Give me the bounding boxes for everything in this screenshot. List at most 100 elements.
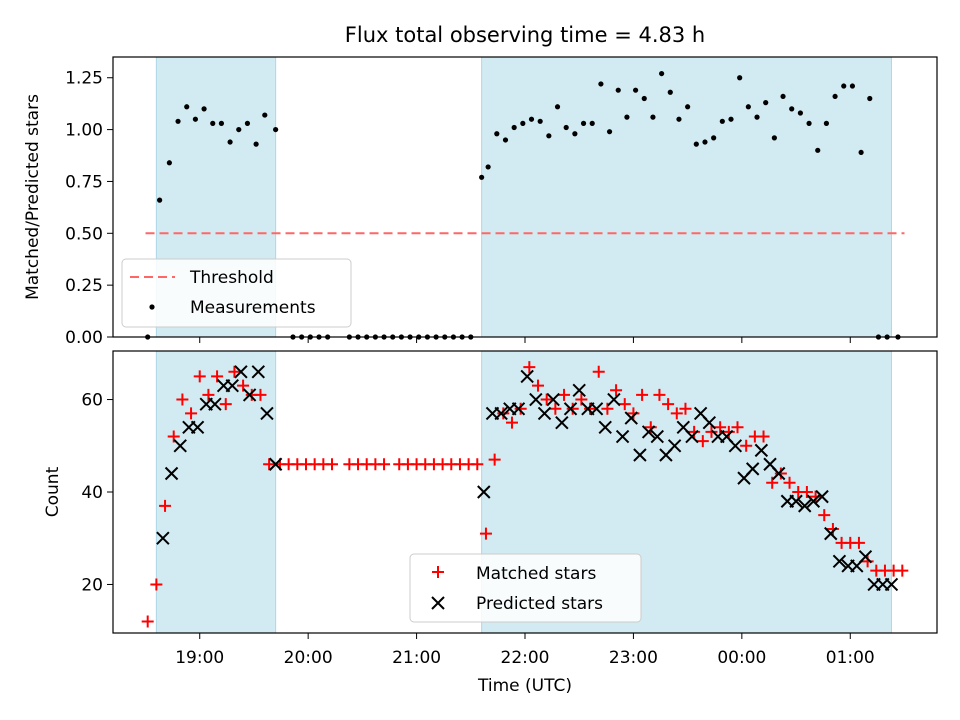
matched-star-point: [185, 407, 198, 420]
predicted-star-point: [572, 383, 586, 398]
bottom-shaded-interval: [155, 350, 277, 634]
top-y-ticks: 0.00 0.25 0.50 0.75 1.00 1.25: [65, 69, 113, 348]
measurement-point: [502, 137, 509, 143]
measurement-point: [728, 116, 734, 122]
predicted-stars-points: [156, 365, 899, 592]
predicted-star-point: [884, 577, 899, 592]
measurement-point: [520, 120, 526, 126]
predicted-star-point: [190, 420, 205, 434]
matched-star-point: [150, 578, 163, 591]
top-y-tick-label: 0.00: [65, 328, 103, 348]
predicted-star-point: [815, 489, 829, 504]
predicted-star-point: [589, 402, 604, 416]
measurement-point: [236, 126, 242, 133]
predicted-star-point: [633, 448, 647, 462]
legend-predicted-swatch: [431, 596, 445, 610]
matched-star-point: [505, 416, 518, 429]
matched-stars-points: [141, 361, 909, 628]
predicted-star-point: [745, 462, 760, 476]
matched-star-point: [263, 458, 276, 471]
matched-star-point: [193, 370, 206, 383]
predicted-star-point: [268, 457, 283, 471]
matched-star-point: [688, 425, 701, 438]
matched-star-point: [488, 453, 501, 466]
predicted-star-point: [624, 411, 638, 425]
measurement-point: [650, 114, 656, 120]
matched-star-point: [653, 388, 666, 401]
predicted-star-point: [164, 466, 179, 481]
matched-star-point: [896, 564, 909, 577]
matched-star-point: [852, 536, 865, 549]
measurement-point: [693, 141, 699, 147]
measurement-point: [780, 93, 786, 100]
predicted-star-point: [607, 392, 621, 407]
top-y-tick-label: 0.75: [65, 172, 103, 192]
predicted-star-point: [798, 499, 812, 513]
measurement-point: [511, 124, 517, 131]
measurement-point: [598, 81, 604, 87]
matched-star-point: [540, 393, 553, 406]
matched-star-point: [627, 407, 640, 420]
measurement-point: [606, 129, 613, 135]
measurement-point: [494, 131, 500, 137]
measurement-point: [849, 83, 856, 89]
measurement-point: [227, 139, 233, 145]
measurement-point: [479, 174, 485, 180]
count-panel: 20 40 60 19:00 20:00 21:00 22:00 23:00 00:00 01:…: [43, 350, 938, 696]
predicted-star-point: [555, 415, 569, 430]
chart-title: Flux total observing time = 4.83 h: [345, 23, 705, 47]
top-y-tick-label: 1.00: [65, 121, 103, 141]
predicted-star-point: [771, 466, 786, 481]
predicted-star-point: [754, 443, 769, 458]
bottom-y-axis-label: Count: [43, 466, 63, 517]
predicted-star-point: [824, 526, 838, 541]
measurement-point: [737, 75, 743, 81]
matched-star-point: [549, 402, 562, 415]
measurement-point: [867, 95, 873, 102]
predicted-star-point: [260, 406, 274, 421]
predicted-star-point: [173, 439, 187, 453]
measurement-point: [632, 87, 639, 93]
measurement-point: [719, 118, 725, 124]
matched-star-point: [219, 398, 232, 411]
measurement-point: [528, 116, 535, 122]
predicted-star-point: [208, 397, 222, 411]
bottom-x-tick-label: 22:00: [501, 648, 550, 668]
measurement-point: [210, 120, 216, 126]
measurement-point: [184, 104, 190, 110]
matched-star-point: [740, 439, 753, 452]
predicted-star-point: [242, 388, 257, 402]
measurement-point: [641, 95, 647, 102]
predicted-star-point: [789, 494, 803, 508]
measurement-point: [702, 139, 708, 145]
bottom-x-tick-label: 21:00: [392, 648, 441, 668]
matched-star-point: [514, 402, 527, 415]
top-shaded-interval: [481, 56, 892, 338]
top-y-tick-label: 1.25: [65, 69, 103, 89]
measurement-point: [589, 120, 595, 126]
measurement-point: [676, 116, 682, 122]
measurement-point: [580, 120, 587, 126]
measurement-point: [201, 106, 207, 112]
measurement-point: [546, 133, 552, 139]
matched-star-point: [159, 499, 172, 512]
measurement-point: [218, 120, 225, 126]
measurement-point: [485, 164, 491, 170]
predicted-star-point: [615, 429, 630, 444]
predicted-star-point: [251, 365, 265, 379]
measurement-point: [192, 116, 198, 122]
bottom-x-tick-label: 01:00: [826, 648, 875, 668]
predicted-star-point: [520, 369, 534, 384]
measurement-point: [832, 93, 838, 100]
bottom-legend-box: [409, 553, 642, 623]
matched-star-point: [532, 379, 545, 392]
measurement-points: [145, 70, 901, 340]
top-observing-intervals: [155, 56, 892, 338]
measurement-point: [754, 114, 760, 120]
predicted-star-point: [225, 378, 239, 393]
matched-star-point: [757, 430, 770, 443]
matched-star-point: [679, 402, 692, 415]
measurement-point: [797, 110, 803, 116]
predicted-star-point: [529, 392, 543, 407]
matched-star-point: [566, 402, 579, 415]
